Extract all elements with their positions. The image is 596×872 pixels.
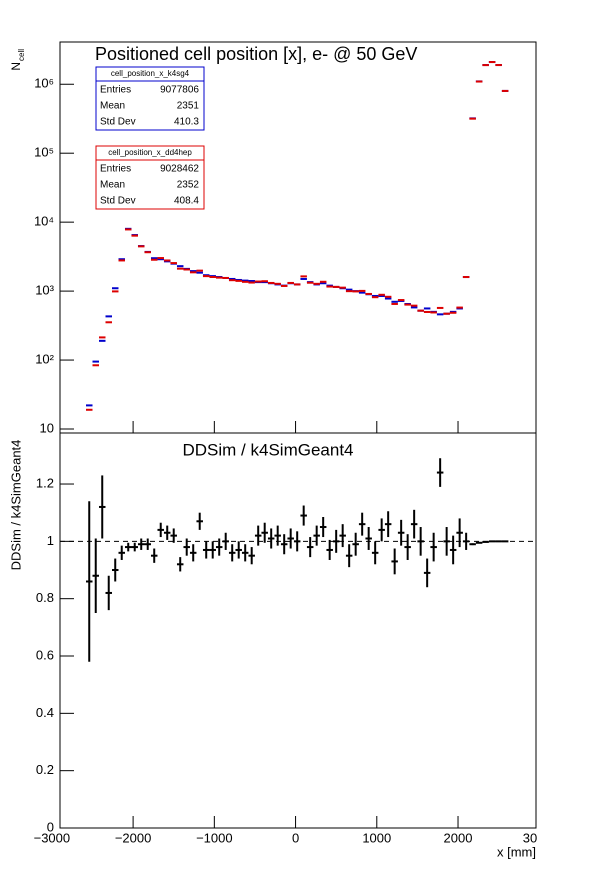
stat-box: cell_position_x_dd4hep Entries 9028462 Mean… (95, 145, 205, 210)
y-tick-label: 0.4 (36, 705, 54, 720)
stat-label: Entries (100, 164, 131, 175)
stat-label: Mean (100, 180, 125, 191)
stat-box: cell_position_x_k4sg4 Entries 9077806 Mean 2… (95, 66, 205, 131)
x-tick-label: 30 (523, 830, 537, 845)
x-tick-label: 1000 (362, 830, 391, 845)
stat-value: 9077806 (160, 85, 199, 96)
stat-value: 2352 (177, 180, 200, 191)
stat-value: 410.3 (174, 117, 199, 128)
chart-title: Positioned cell position [x], e- @ 50 Ge… (95, 44, 417, 64)
ratio-title: DDSim / k4SimGeant4 (183, 440, 354, 459)
x-tick-label: 0 (292, 830, 299, 845)
y-tick-label: 0.6 (36, 647, 54, 662)
y-label-top: N cell (9, 49, 26, 71)
stat-label: Mean (100, 101, 125, 112)
y-tick-label: 1.2 (36, 475, 54, 490)
y-label: N (9, 62, 23, 71)
x-tick-label: 2000 (444, 830, 473, 845)
stat-value: 9028462 (160, 164, 199, 175)
y-tick-label: 0 (47, 819, 54, 834)
y-tick-label: 0.8 (36, 590, 54, 605)
x-tick-label: −1000 (196, 830, 233, 845)
x-tick-label: −3000 (34, 830, 71, 845)
stat-label: Entries (100, 85, 131, 96)
x-label: x [mm] (497, 844, 536, 859)
y-tick-label: 10² (35, 351, 54, 366)
stat-value: 2351 (177, 101, 200, 112)
stat-box-frame (95, 66, 205, 131)
stat-box-title: cell_position_x_dd4hep (108, 148, 192, 157)
x-tick-label: −2000 (115, 830, 152, 845)
y-tick-label: 10 (40, 420, 54, 435)
y-label-ratio: DDSim / k4SimGeant4 (8, 440, 23, 571)
stat-label: Std Dev (100, 117, 136, 128)
y-tick-label: 10⁵ (34, 145, 54, 160)
y-tick-label: 10⁶ (34, 76, 54, 91)
y-label-sub: cell (17, 49, 26, 61)
y-tick-label: 0.2 (36, 762, 54, 777)
stat-box-frame (95, 145, 205, 210)
y-tick-label: 10³ (35, 283, 54, 298)
stat-value: 408.4 (174, 196, 199, 207)
stat-box-title: cell_position_x_k4sg4 (111, 69, 190, 78)
bottom-frame (59, 432, 537, 829)
y-tick-label: 1 (47, 533, 54, 548)
stat-label: Std Dev (100, 196, 136, 207)
y-tick-label: 10⁴ (34, 214, 54, 229)
